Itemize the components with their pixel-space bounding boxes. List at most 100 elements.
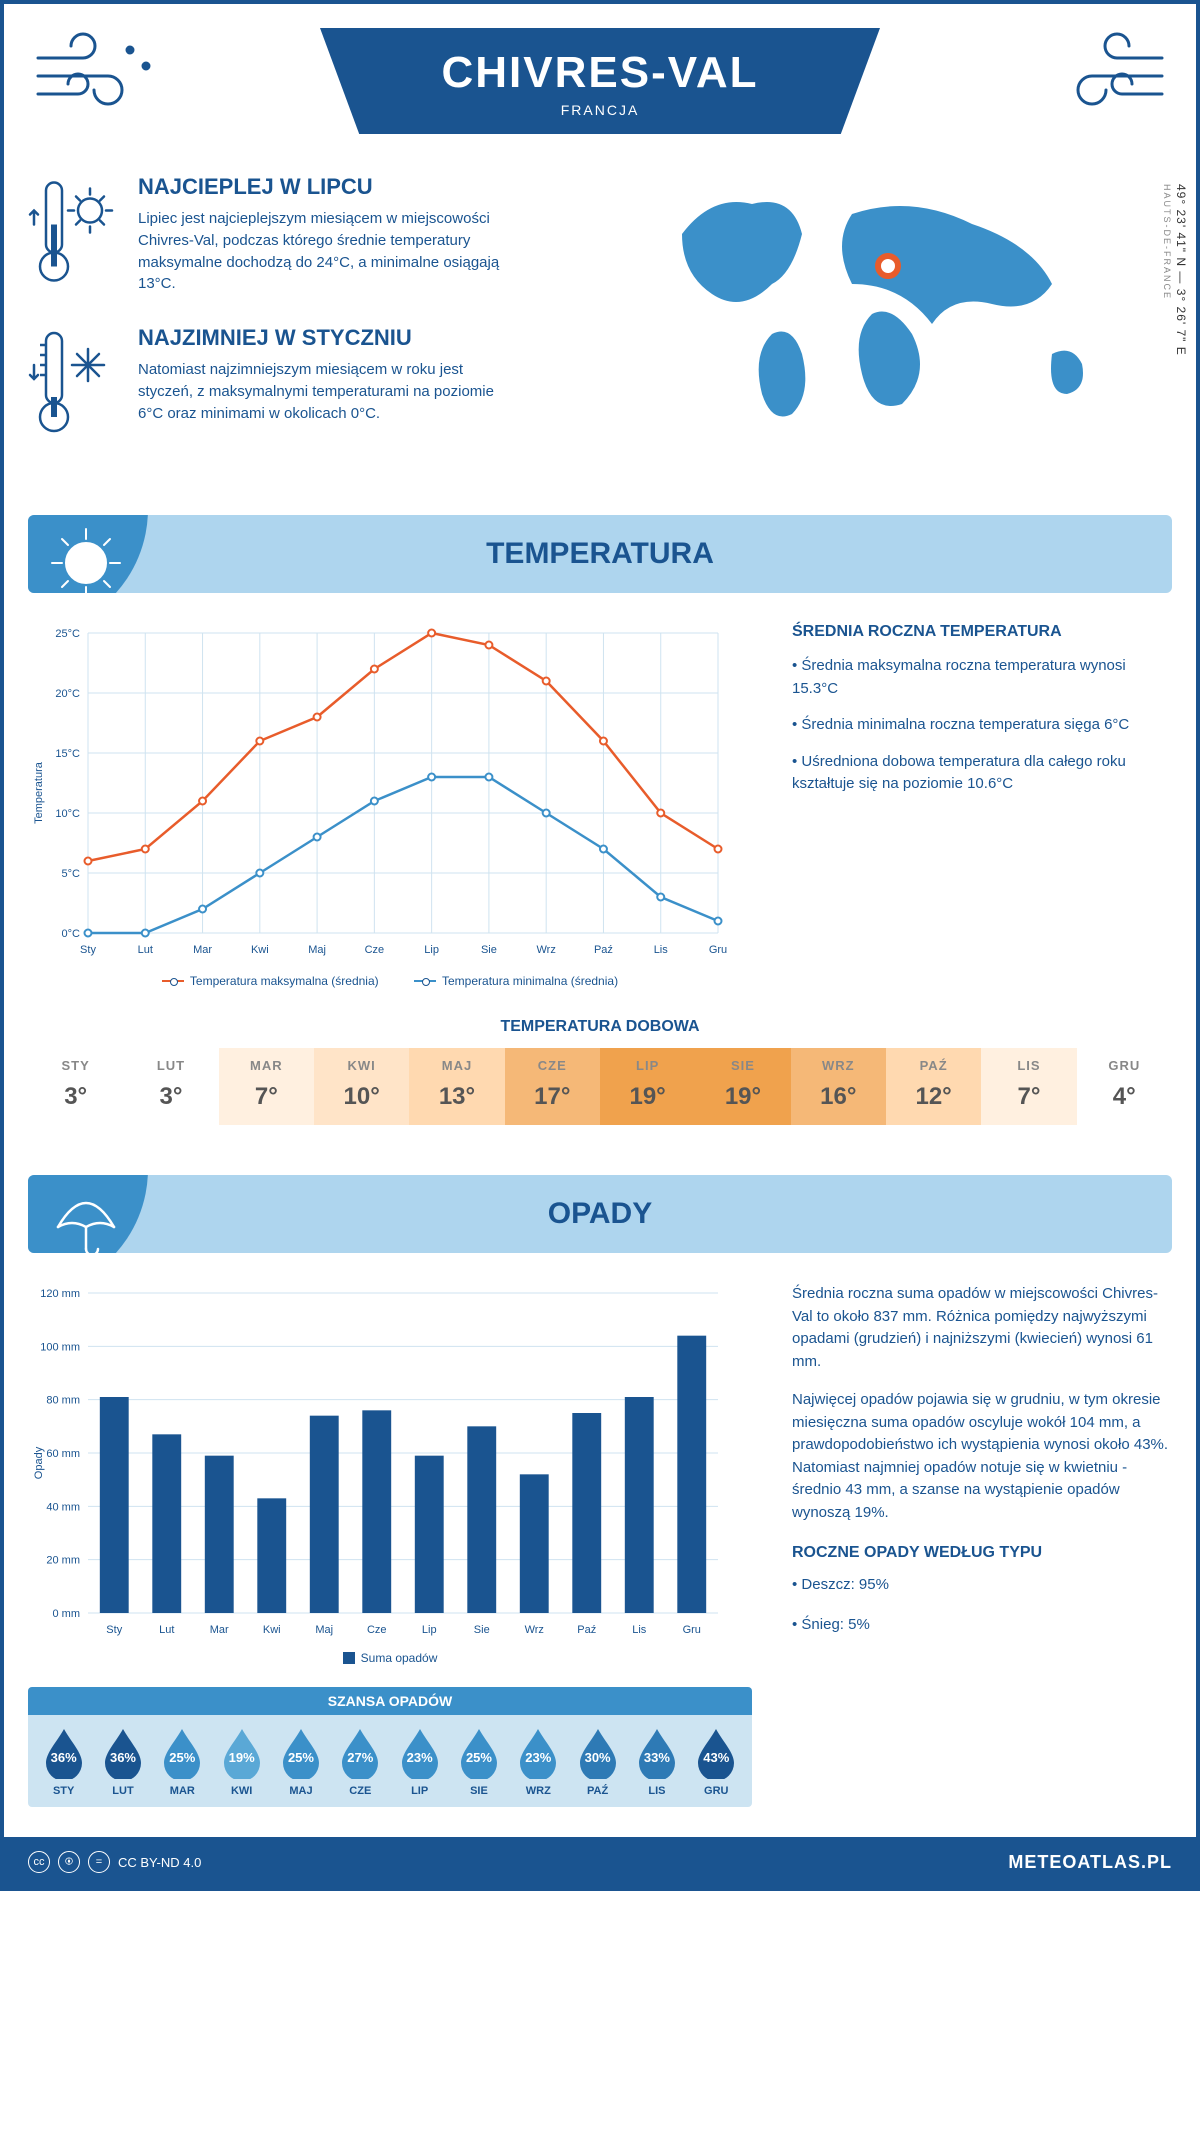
svg-text:Wrz: Wrz: [537, 944, 556, 956]
svg-text:Wrz: Wrz: [525, 1624, 544, 1636]
fact-coldest: NAJZIMNIEJ W STYCZNIU Natomiast najzimni…: [28, 325, 612, 445]
by-icon: 🅯: [58, 1851, 80, 1873]
chance-cell: 36%LUT: [93, 1727, 152, 1797]
chart-legend: Suma opadów: [28, 1651, 752, 1667]
svg-text:Lut: Lut: [138, 944, 153, 956]
svg-text:Lis: Lis: [654, 944, 669, 956]
svg-text:20 mm: 20 mm: [46, 1555, 80, 1567]
chance-cell: 43%GRU: [687, 1727, 746, 1797]
svg-text:Paź: Paź: [577, 1624, 596, 1636]
summary-bullet: Uśredniona dobowa temperatura dla całego…: [792, 751, 1172, 796]
section-banner-precip: OPADY: [28, 1175, 1172, 1253]
chance-cell: 23%LIP: [390, 1727, 449, 1797]
page-subtitle: FRANCJA: [400, 102, 800, 118]
coordinates: 49° 23' 41" N — 3° 26' 7" E HAUTS-DE-FRA…: [1160, 184, 1188, 356]
precipitation-summary: Średnia roczna suma opadów w miejscowośc…: [792, 1283, 1172, 1807]
footer: cc 🅯 = CC BY-ND 4.0 METEOATLAS.PL: [4, 1837, 1196, 1887]
svg-text:10°C: 10°C: [55, 808, 80, 820]
thermometer-snow-icon: [28, 325, 118, 445]
chance-cell: 19%KWI: [212, 1727, 271, 1797]
svg-text:Paź: Paź: [594, 944, 613, 956]
svg-text:Mar: Mar: [193, 944, 212, 956]
fact-warmest: NAJCIEPLEJ W LIPCU Lipiec jest najcieple…: [28, 174, 612, 295]
svg-text:0°C: 0°C: [62, 928, 81, 940]
svg-text:Lip: Lip: [424, 944, 439, 956]
license-text: CC BY-ND 4.0: [118, 1855, 201, 1870]
daily-temp-cell: LIP19°: [600, 1048, 695, 1125]
daily-temp-cell: SIE19°: [695, 1048, 790, 1125]
svg-text:Maj: Maj: [308, 944, 326, 956]
summary-bullet: Średnia maksymalna roczna temperatura wy…: [792, 655, 1172, 700]
chance-cell: 33%LIS: [627, 1727, 686, 1797]
daily-temp-cell: KWI10°: [314, 1048, 409, 1125]
summary-bullet: Średnia minimalna roczna temperatura się…: [792, 714, 1172, 737]
svg-text:Opady: Opady: [33, 1446, 45, 1479]
svg-text:Sie: Sie: [474, 1624, 490, 1636]
chance-cell: 25%SIE: [449, 1727, 508, 1797]
chance-cell: 25%MAR: [153, 1727, 212, 1797]
svg-text:Kwi: Kwi: [263, 1624, 281, 1636]
svg-text:Gru: Gru: [683, 1624, 701, 1636]
chance-cell: 27%CZE: [331, 1727, 390, 1797]
daily-temp-cell: GRU4°: [1077, 1048, 1172, 1125]
svg-text:40 mm: 40 mm: [46, 1501, 80, 1513]
precip-chance-box: SZANSA OPADÓW 36%STY36%LUT25%MAR19%KWI25…: [28, 1687, 752, 1807]
svg-text:Sty: Sty: [106, 1624, 122, 1636]
thermometer-sun-icon: [28, 174, 118, 295]
fact-title: NAJCIEPLEJ W LIPCU: [138, 174, 518, 200]
daily-temp-cell: LUT3°: [123, 1048, 218, 1125]
temperature-chart: 0°C5°C10°C15°C20°C25°CStyLutMarKwiMajCze…: [28, 623, 752, 988]
daily-temp-cell: MAR7°: [219, 1048, 314, 1125]
svg-text:100 mm: 100 mm: [40, 1341, 80, 1353]
title-banner: CHIVRES-VAL FRANCJA: [320, 28, 880, 134]
daily-temp-cell: PAŹ12°: [886, 1048, 981, 1125]
svg-text:Sty: Sty: [80, 944, 96, 956]
daily-temp-cell: WRZ16°: [791, 1048, 886, 1125]
daily-temp-cell: MAJ13°: [409, 1048, 504, 1125]
sun-icon: [46, 523, 126, 593]
svg-text:Kwi: Kwi: [251, 944, 269, 956]
fact-text: Natomiast najzimniejszym miesiącem w rok…: [138, 359, 518, 424]
svg-text:Sie: Sie: [481, 944, 497, 956]
nd-icon: =: [88, 1851, 110, 1873]
svg-text:5°C: 5°C: [62, 868, 81, 880]
precip-type-item: Śnieg: 5%: [792, 1612, 1172, 1638]
svg-text:Cze: Cze: [367, 1624, 387, 1636]
daily-temp-title: TEMPERATURA DOBOWA: [28, 1018, 1172, 1036]
svg-text:Maj: Maj: [315, 1624, 333, 1636]
fact-title: NAJZIMNIEJ W STYCZNIU: [138, 325, 518, 351]
chart-legend: Temperatura maksymalna (średnia) Tempera…: [28, 971, 752, 988]
intro-section: NAJCIEPLEJ W LIPCU Lipiec jest najcieple…: [28, 174, 1172, 475]
section-title: OPADY: [548, 1197, 652, 1230]
svg-text:Lip: Lip: [422, 1624, 437, 1636]
daily-temp-cell: CZE17°: [505, 1048, 600, 1125]
svg-text:25°C: 25°C: [55, 628, 80, 640]
cc-icon: cc: [28, 1851, 50, 1873]
header: CHIVRES-VAL FRANCJA: [28, 28, 1172, 134]
daily-temp-cell: LIS7°: [981, 1048, 1076, 1125]
precip-type-item: Deszcz: 95%: [792, 1572, 1172, 1598]
umbrella-icon: [46, 1183, 126, 1253]
world-map-icon: [652, 174, 1132, 434]
fact-text: Lipiec jest najcieplejszym miesiącem w m…: [138, 208, 518, 295]
svg-text:0 mm: 0 mm: [53, 1608, 81, 1620]
svg-text:60 mm: 60 mm: [46, 1448, 80, 1460]
page-title: CHIVRES-VAL: [400, 48, 800, 98]
svg-text:Lis: Lis: [632, 1624, 647, 1636]
temperature-summary: ŚREDNIA ROCZNA TEMPERATURA Średnia maksy…: [792, 623, 1172, 988]
site-name: METEOATLAS.PL: [1008, 1852, 1172, 1873]
svg-text:Lut: Lut: [159, 1624, 174, 1636]
svg-text:120 mm: 120 mm: [40, 1288, 80, 1300]
svg-text:80 mm: 80 mm: [46, 1395, 80, 1407]
svg-text:Mar: Mar: [210, 1624, 229, 1636]
chance-cell: 23%WRZ: [509, 1727, 568, 1797]
section-title: TEMPERATURA: [486, 537, 714, 570]
svg-text:Gru: Gru: [709, 944, 727, 956]
chance-cell: 30%PAŹ: [568, 1727, 627, 1797]
svg-text:15°C: 15°C: [55, 748, 80, 760]
wind-icon: [1032, 28, 1172, 118]
wind-icon: [28, 28, 168, 118]
svg-text:Cze: Cze: [365, 944, 385, 956]
svg-text:Temperatura: Temperatura: [33, 761, 45, 824]
precipitation-chart: 0 mm 20 mm 40 mm 60 mm 80 mm 100 mm 120 mm Sty L…: [28, 1283, 728, 1643]
